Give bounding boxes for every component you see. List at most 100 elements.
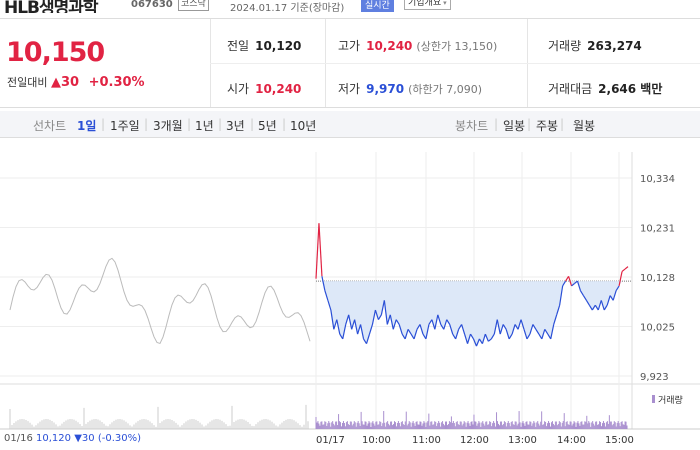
prev-day-line [9,257,311,345]
price-segment [413,329,418,340]
price-segment [437,314,442,325]
down-arrow-icon: ▼ [74,433,82,444]
price-segment [339,333,344,340]
price-segment [472,338,478,347]
stock-code: 067630 [131,0,173,10]
tab-daily-candle[interactable]: 일봉 [503,119,526,133]
below-prev-fill [316,281,628,347]
current-price: 10,150 [6,37,105,68]
market-badge: 코스닥 [178,0,209,11]
tab-monthly-candle[interactable]: 월봉 [573,119,596,133]
realtime-button[interactable]: 실시간 [361,0,394,12]
price-segment [398,324,403,335]
price-segment [618,271,623,287]
price-segment [449,324,454,335]
company-info-dropdown[interactable]: 기업개요 ▾ [404,0,451,10]
price-segment [535,328,540,335]
price-segment [318,223,323,277]
quote-date: 2024.01.17 기준(장마감) [230,3,345,13]
tab-1year[interactable]: 1년 [195,119,214,133]
x-tick-label: 12:00 [460,435,489,446]
y-tick-label: 10,128 [640,273,675,284]
price-segment [463,333,469,344]
up-arrow-icon: ▲ [50,75,61,90]
price-segment [541,329,546,340]
price-segment [487,338,492,342]
price-segment [624,266,629,270]
price-segment [505,329,510,340]
price-segment [410,333,415,340]
price-segment [603,304,608,311]
tab-5year[interactable]: 5년 [258,119,277,133]
price-segment [490,333,495,340]
price-segment [357,324,362,335]
price-segment [532,324,537,330]
price-chart[interactable]: 10,334 10,231 10,128 10,025 9,923 01/17 10:00 1… [0,142,700,447]
tab-10year[interactable]: 10년 [290,119,317,133]
price-segment [363,338,368,345]
price-segment [600,300,605,311]
price-segment [380,300,385,315]
price-segment [553,314,558,325]
tab-3year[interactable]: 3년 [226,119,245,133]
price-segment [517,319,522,330]
x-tick-label: 15:00 [605,435,634,446]
price-segment [547,333,552,340]
price-segment [538,333,543,340]
amount-cell: 거래대금 2,646 백만 [548,82,663,96]
price-segment [511,324,516,335]
tab-1week[interactable]: 1주일 [110,119,140,133]
price-segment [425,324,430,340]
price-segment [324,290,329,301]
price-segment [458,324,463,330]
price-segment [336,319,341,335]
price-segment [345,314,350,325]
tab-3month[interactable]: 3개월 [153,119,183,133]
price-segment [499,324,504,335]
price-segment [579,290,584,296]
change-value: 30 [60,75,80,90]
price-segment [452,333,457,340]
price-segment [556,305,561,315]
price-segment [508,333,513,340]
price-segment [594,304,599,311]
price-segment [428,319,433,325]
price-segment [371,309,377,325]
price-segment [351,319,356,330]
price-segment [550,324,555,340]
prev-close-cell: 전일 10,120 [227,39,302,53]
stock-name: HLB생명과학 [4,0,99,13]
price-segment [615,285,620,292]
price-segment [576,280,582,291]
price-segment [407,328,412,335]
price-segment [609,295,614,301]
price-segment [359,324,365,340]
price-segment [612,290,617,301]
x-tick-label: 13:00 [508,435,537,446]
price-segment [591,304,596,311]
price-segment [315,223,320,279]
price-segment [422,333,427,340]
price-segment [523,329,528,340]
price-segment [529,324,534,335]
divider [210,63,700,64]
tab-1day[interactable]: 1일 [77,119,97,133]
line-chart-label: 선차트 [33,119,67,133]
price-segment [383,300,388,325]
y-tick-label: 10,231 [640,224,675,235]
x-tick-label: 10:00 [362,435,391,446]
price-segment [348,314,353,330]
price-segment [544,328,549,335]
tab-weekly-candle[interactable]: 주봉 [536,119,559,133]
candle-chart-label: 봉차트 [455,119,489,133]
price-segment [434,314,439,330]
price-segment [374,309,379,320]
price-segment [368,324,374,335]
price-segment [416,324,421,330]
stock-header: HLB생명과학 067630 코스닥 2024.01.17 기준(장마감) 실시… [0,0,700,13]
price-segment [520,319,525,330]
chevron-down-icon: ▾ [443,0,447,7]
price-segment [342,324,347,340]
price-segment [567,276,573,287]
price-segment [562,280,567,287]
